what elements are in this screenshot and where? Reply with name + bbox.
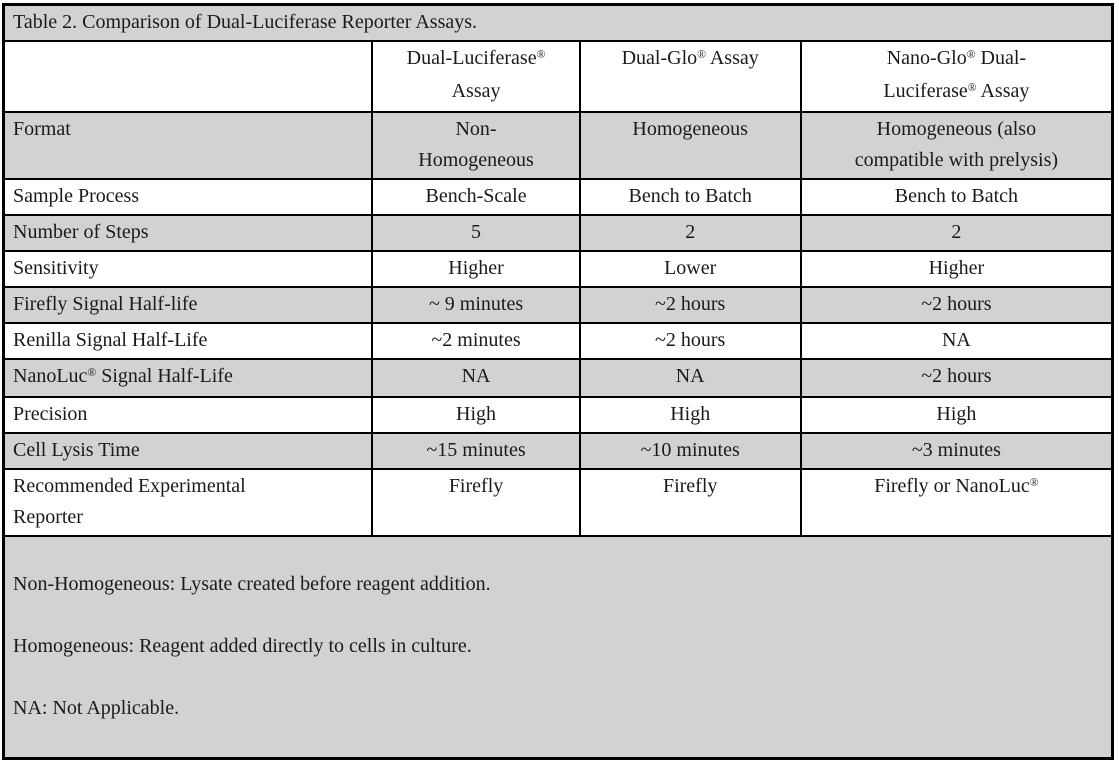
value-cell: ~2 minutes bbox=[371, 322, 581, 360]
table-row-sample-process: Sample Process Bench-Scale Bench to Batc… bbox=[2, 178, 1114, 216]
value-cell: Higher bbox=[799, 250, 1114, 288]
header-dual-luciferase-assay: Dual-Luciferase® Assay bbox=[371, 40, 581, 113]
comparison-table: Table 2. Comparison of Dual-Luciferase R… bbox=[2, 3, 1114, 760]
value-cell: NA bbox=[578, 358, 802, 398]
value-cell: ~2 hours bbox=[578, 286, 802, 324]
value-cell: ~ 9 minutes bbox=[371, 286, 581, 324]
table-row-number-of-steps: Number of Steps 5 2 2 bbox=[2, 214, 1114, 252]
table-row-precision: Precision High High High bbox=[2, 396, 1114, 434]
value-cell: Lower bbox=[578, 250, 802, 288]
footnote-non-homogeneous: Non-Homogeneous: Lysate created before r… bbox=[13, 573, 491, 595]
table-footnotes: Non-Homogeneous: Lysate created before r… bbox=[2, 535, 1114, 760]
registered-mark: ® bbox=[536, 47, 546, 61]
value-cell: Higher bbox=[371, 250, 581, 288]
row-label: Precision bbox=[2, 396, 374, 434]
value-cell: ~10 minutes bbox=[578, 432, 802, 470]
table-title: Table 2. Comparison of Dual-Luciferase R… bbox=[2, 3, 1114, 42]
registered-mark: ® bbox=[87, 365, 97, 379]
header-empty-cell bbox=[2, 40, 374, 113]
registered-mark: ® bbox=[966, 47, 976, 61]
value-cell: Bench to Batch bbox=[578, 178, 802, 216]
value-cell: Homogeneous (also compatible with prelys… bbox=[799, 111, 1114, 180]
value-cell: 5 bbox=[371, 214, 581, 252]
table-row-renilla-signal-half-life: Renilla Signal Half-Life ~2 minutes ~2 h… bbox=[2, 322, 1114, 360]
table-row-firefly-signal-half-life: Firefly Signal Half-life ~ 9 minutes ~2 … bbox=[2, 286, 1114, 324]
row-label: Number of Steps bbox=[2, 214, 374, 252]
header-nano-glo-dual-luciferase-assay: Nano-Glo® Dual- Luciferase® Assay bbox=[799, 40, 1114, 113]
row-label: Sensitivity bbox=[2, 250, 374, 288]
table-header-row: Dual-Luciferase® Assay Dual-Glo® Assay N… bbox=[2, 40, 1114, 113]
table-row-cell-lysis-time: Cell Lysis Time ~15 minutes ~10 minutes … bbox=[2, 432, 1114, 470]
value-cell: High bbox=[371, 396, 581, 434]
table-row-sensitivity: Sensitivity Higher Lower Higher bbox=[2, 250, 1114, 288]
value-cell: Bench-Scale bbox=[371, 178, 581, 216]
value-cell: High bbox=[578, 396, 802, 434]
row-label: NanoLuc® Signal Half-Life bbox=[2, 358, 374, 398]
row-label: Sample Process bbox=[2, 178, 374, 216]
value-cell: Firefly bbox=[371, 468, 581, 537]
row-label: Format bbox=[2, 111, 374, 180]
row-label: Renilla Signal Half-Life bbox=[2, 322, 374, 360]
value-cell: High bbox=[799, 396, 1114, 434]
table-row-nanoluc-signal-half-life: NanoLuc® Signal Half-Life NA NA ~2 hours bbox=[2, 358, 1114, 398]
value-cell: NA bbox=[371, 358, 581, 398]
value-cell: 2 bbox=[578, 214, 802, 252]
footnote-na: NA: Not Applicable. bbox=[13, 697, 180, 719]
value-cell: ~2 hours bbox=[578, 322, 802, 360]
value-cell: ~2 hours bbox=[799, 286, 1114, 324]
registered-mark: ® bbox=[967, 80, 977, 94]
value-cell: Firefly bbox=[578, 468, 802, 537]
value-cell: Non- Homogeneous bbox=[371, 111, 581, 180]
header-dual-glo-assay: Dual-Glo® Assay bbox=[578, 40, 802, 113]
table-row-format: Format Non- Homogeneous Homogeneous Homo… bbox=[2, 111, 1114, 180]
table-row-recommended-experimental-reporter: Recommended Experimental Reporter Firefl… bbox=[2, 468, 1114, 537]
value-cell: Bench to Batch bbox=[799, 178, 1114, 216]
table-footer-row: Non-Homogeneous: Lysate created before r… bbox=[2, 535, 1114, 760]
value-cell: Firefly or NanoLuc® bbox=[799, 468, 1114, 537]
registered-mark: ® bbox=[1029, 475, 1039, 489]
value-cell: 2 bbox=[799, 214, 1114, 252]
value-cell: ~15 minutes bbox=[371, 432, 581, 470]
value-cell: Homogeneous bbox=[578, 111, 802, 180]
value-cell: NA bbox=[799, 322, 1114, 360]
row-label: Cell Lysis Time bbox=[2, 432, 374, 470]
row-label: Firefly Signal Half-life bbox=[2, 286, 374, 324]
registered-mark: ® bbox=[697, 47, 706, 61]
table-title-row: Table 2. Comparison of Dual-Luciferase R… bbox=[2, 3, 1114, 42]
value-cell: ~3 minutes bbox=[799, 432, 1114, 470]
row-label: Recommended Experimental Reporter bbox=[2, 468, 374, 537]
footnote-homogeneous: Homogeneous: Reagent added directly to c… bbox=[13, 635, 472, 657]
value-cell: ~2 hours bbox=[799, 358, 1114, 398]
